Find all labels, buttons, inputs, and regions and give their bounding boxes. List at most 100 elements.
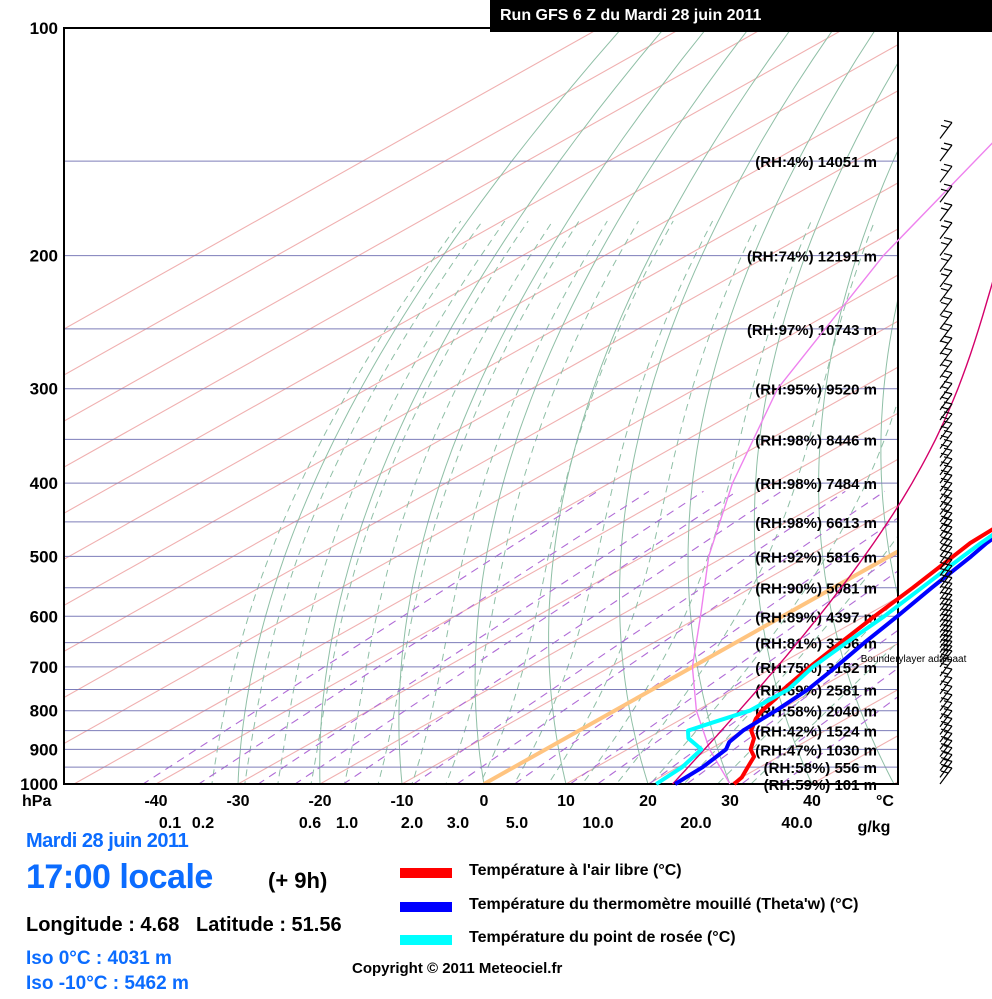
temperature-line (734, 74, 992, 784)
wind-barb-flag (944, 120, 952, 122)
wind-barb-flag (941, 329, 948, 331)
wind-barb-staff (940, 205, 952, 221)
legend-swatch-dewpoint (400, 935, 452, 945)
wind-barb-flag (944, 311, 952, 313)
wind-barb-flag (941, 397, 948, 399)
iso-minus10-level: Iso -10°C : 5462 m (26, 973, 189, 995)
mixing-ratio-tick-label: 3.0 (447, 815, 469, 832)
level-label: (RH:58%) 556 m (764, 760, 877, 777)
level-label: (RH:90%) 5081 m (755, 581, 877, 598)
dry-adiabat (475, 28, 749, 800)
wind-barb (940, 164, 952, 182)
legend-label-dewpoint: Température du point de rosée (°C) (469, 929, 736, 947)
wind-barb-flag (944, 203, 952, 205)
mixing-ratio-line (271, 491, 737, 800)
pressure-unit: hPa (22, 793, 51, 810)
temperature-tick-label: 0 (480, 793, 489, 810)
temperature-tick-label: -30 (226, 793, 249, 810)
legend-label-wet-bulb: Température du thermomètre mouillé (Thet… (469, 896, 859, 914)
wind-barb-staff (940, 299, 952, 315)
wind-barb-flag (941, 208, 948, 210)
wind-barb (940, 221, 952, 239)
moist-adiabat (275, 221, 505, 800)
mixing-ratio-tick-label: 20.0 (680, 815, 711, 832)
forecast-coordinates: Longitude : 4.68 Latitude : 51.56 (26, 914, 342, 937)
wind-barb-flag (941, 274, 948, 276)
wind-barb-flag (944, 371, 952, 373)
wind-barb-flag (941, 353, 948, 355)
pressure-tick-label: 800 (30, 702, 58, 721)
wind-barb-flag (944, 336, 952, 338)
wind-barb-flag (944, 269, 952, 271)
mixing-ratio-tick-label: 40.0 (781, 815, 812, 832)
wind-barb-flag (944, 254, 952, 256)
wind-barb-flag (944, 701, 952, 703)
wind-barb-flag (941, 259, 948, 261)
wind-barb (940, 238, 952, 256)
wind-barb-staff (940, 768, 952, 784)
wind-barb-staff (940, 240, 952, 256)
isotherm-line (320, 28, 992, 784)
wind-barb-flag (941, 386, 948, 388)
forecast-date: Mardi 28 juin 2011 (26, 830, 188, 853)
mixing-ratio-tick-label: 2.0 (401, 815, 423, 832)
wind-barb-flag (941, 376, 948, 378)
pressure-tick-label: 300 (30, 380, 58, 399)
isotherm-line (484, 28, 992, 784)
wind-barb-flag (941, 288, 948, 290)
level-label: (RH:4%) 14051 m (755, 154, 877, 171)
wind-barb-flag (944, 283, 952, 285)
level-label: (RH:89%) 4397 m (755, 609, 877, 626)
wind-barb (940, 203, 952, 221)
temperature-tick-label: 20 (639, 793, 657, 810)
pressure-tick-label: 500 (30, 547, 58, 566)
legend-label-temperature: Température à l'air libre (°C) (469, 862, 682, 880)
wind-barb-flag (944, 221, 952, 223)
mixing-ratio-line (174, 491, 649, 800)
temperature-tick-label: -20 (308, 793, 331, 810)
forecast-offset: (+ 9h) (268, 868, 327, 894)
temperature-tick-label: -10 (390, 793, 413, 810)
wind-barb-flag (944, 238, 952, 240)
forecast-time: 17:00 locale (26, 858, 213, 897)
wind-barb-flag (944, 164, 952, 166)
pressure-tick-label: 600 (30, 607, 58, 626)
wind-barb (940, 120, 952, 138)
level-label: (RH:74%) 12191 m (747, 249, 877, 266)
temperature-unit: °C (876, 793, 894, 810)
run-title: Run GFS 6 Z du Mardi 28 juin 2011 (500, 7, 761, 24)
wind-barb-flag (941, 148, 948, 150)
wind-barb-flag (944, 473, 952, 475)
isotherm-line (402, 28, 992, 784)
pressure-tick-label: 1000 (20, 775, 58, 794)
wind-barb-flag (941, 243, 948, 245)
mixing-ratio-tick-label: 0.6 (299, 815, 321, 832)
isotherm-line (0, 28, 846, 784)
temperature-tick-label: -40 (144, 793, 167, 810)
coords-text: Longitude : 4.68 Latitude : 51.56 (26, 914, 342, 936)
wind-barb-flag (944, 297, 952, 299)
wind-barb-staff (940, 313, 952, 329)
temperature-tick-label: 10 (557, 793, 575, 810)
wind-barb-flag (941, 169, 948, 171)
wind-barb-staff (940, 527, 952, 543)
level-label: (RH:47%) 1030 m (755, 742, 877, 759)
wind-barb-flag (944, 143, 952, 145)
wind-barb-flag (944, 360, 952, 362)
dry-adiabat (238, 28, 622, 800)
level-label: (RH:97%) 10743 m (747, 322, 877, 339)
wind-barb (940, 143, 952, 161)
level-label: (RH:98%) 7484 m (755, 476, 877, 493)
dry-adiabat (320, 28, 665, 800)
level-label: (RH:98%) 8446 m (755, 432, 877, 449)
wind-barb-staff (940, 326, 952, 342)
wind-barb-flag (941, 365, 948, 367)
wind-barb-staff (940, 122, 952, 138)
wind-barb-staff (940, 166, 952, 182)
temperature-tick-label: 30 (721, 793, 739, 810)
wind-barb-flag (941, 302, 948, 304)
run-title-banner: Run GFS 6 Z du Mardi 28 juin 2011 (490, 0, 992, 32)
pressure-tick-label: 200 (30, 247, 58, 266)
wind-barbs (940, 120, 952, 784)
wind-barb-flag (944, 465, 952, 467)
